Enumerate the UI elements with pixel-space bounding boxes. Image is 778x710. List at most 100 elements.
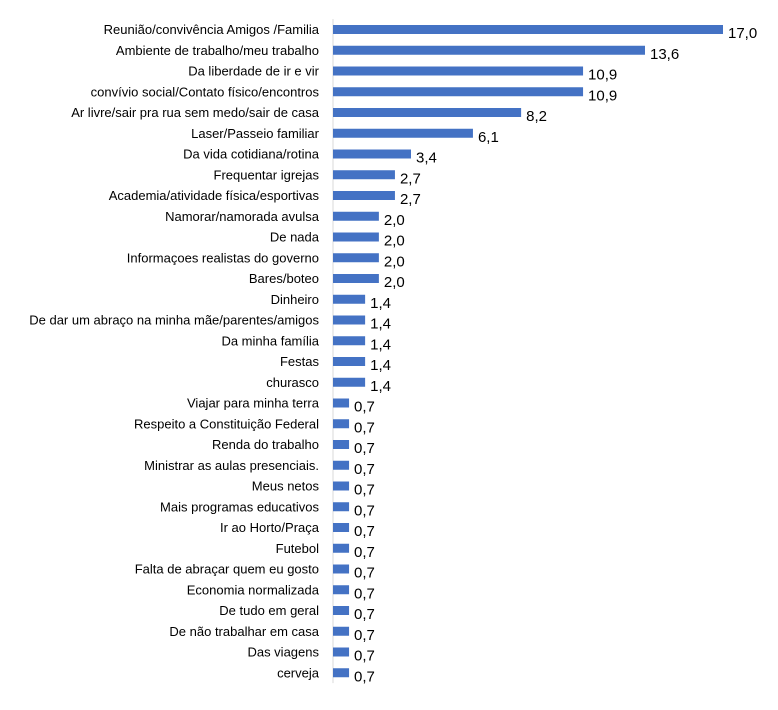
bar bbox=[333, 543, 350, 553]
value-label: 0,7 bbox=[354, 585, 375, 602]
bar bbox=[333, 149, 411, 159]
bar bbox=[333, 294, 366, 304]
bar bbox=[333, 523, 350, 532]
bar bbox=[333, 377, 366, 387]
bar bbox=[333, 211, 379, 221]
bar bbox=[333, 668, 350, 678]
category-label: De não trabalhar em casa bbox=[169, 624, 319, 639]
bar bbox=[333, 128, 473, 138]
category-label: Futebol bbox=[276, 541, 319, 556]
value-label: 0,7 bbox=[354, 482, 375, 499]
value-label: 0,7 bbox=[354, 419, 375, 436]
bar bbox=[333, 564, 350, 574]
bar bbox=[333, 315, 366, 325]
bar bbox=[333, 108, 522, 117]
bar bbox=[333, 45, 645, 55]
category-label: De nada bbox=[270, 230, 320, 245]
category-label: Ar livre/sair pra rua sem medo/sair de c… bbox=[71, 105, 320, 120]
category-label: Dinheiro bbox=[271, 292, 319, 307]
value-label: 0,7 bbox=[354, 627, 375, 644]
category-label: convívio social/Contato físico/encontros bbox=[91, 84, 320, 99]
category-label: churasco bbox=[266, 375, 319, 390]
value-label: 2,0 bbox=[384, 212, 405, 229]
bar bbox=[333, 481, 350, 491]
category-label: Ministrar as aulas presenciais. bbox=[144, 458, 319, 473]
value-label: 2,7 bbox=[400, 191, 421, 208]
category-label: Economia normalizada bbox=[187, 582, 320, 597]
value-label: 0,7 bbox=[354, 461, 375, 478]
bar bbox=[333, 398, 350, 408]
bar bbox=[333, 357, 366, 366]
value-label: 1,4 bbox=[370, 378, 391, 395]
bar bbox=[333, 440, 350, 449]
value-label: 1,4 bbox=[370, 295, 391, 312]
bar bbox=[333, 191, 395, 200]
bar bbox=[333, 460, 350, 470]
category-label: cerveja bbox=[277, 665, 320, 680]
value-label: 8,2 bbox=[526, 108, 547, 125]
value-labels: 17,0 13,6 10,9 10,9 8,2 6,1 3,4 2,7 2,7 2,0 2,0 2,0… bbox=[354, 25, 757, 685]
category-labels: Reunião/convivência Amigos /Familia Ambie… bbox=[29, 22, 320, 680]
bar bbox=[333, 606, 350, 615]
value-label: 0,7 bbox=[354, 668, 375, 685]
category-label: Respeito a Constituição Federal bbox=[134, 416, 319, 431]
bar bbox=[333, 585, 350, 595]
bar bbox=[333, 170, 395, 180]
bar bbox=[333, 87, 584, 97]
value-label: 0,7 bbox=[354, 648, 375, 665]
category-label: Bares/boteo bbox=[249, 271, 319, 286]
bar bbox=[333, 232, 379, 242]
category-label: De dar um abraço na minha mãe/parentes/a… bbox=[29, 313, 319, 328]
category-label: Laser/Passeio familiar bbox=[191, 126, 320, 141]
bar bbox=[333, 626, 350, 636]
category-label: Falta de abraçar quem eu gosto bbox=[135, 562, 319, 577]
value-label: 10,9 bbox=[588, 67, 617, 84]
value-label: 2,0 bbox=[384, 253, 405, 270]
value-label: 1,4 bbox=[370, 336, 391, 353]
value-label: 3,4 bbox=[416, 150, 437, 167]
value-label: 0,7 bbox=[354, 440, 375, 457]
value-label: 1,4 bbox=[370, 357, 391, 374]
category-label: Ambiente de trabalho/meu trabalho bbox=[116, 43, 319, 58]
bars bbox=[333, 25, 723, 678]
category-label: Frequentar igrejas bbox=[214, 167, 320, 182]
category-label: Meus netos bbox=[252, 479, 320, 494]
value-label: 2,7 bbox=[400, 170, 421, 187]
value-label: 2,0 bbox=[384, 233, 405, 250]
category-label: Academia/atividade física/esportivas bbox=[109, 188, 320, 203]
value-label: 2,0 bbox=[384, 274, 405, 291]
value-label: 10,9 bbox=[588, 87, 617, 104]
value-label: 1,4 bbox=[370, 316, 391, 333]
bar bbox=[333, 502, 350, 512]
value-label: 0,7 bbox=[354, 502, 375, 519]
value-label: 0,7 bbox=[354, 399, 375, 416]
category-label: Festas bbox=[280, 354, 320, 369]
category-label: De tudo em geral bbox=[219, 603, 319, 618]
bar bbox=[333, 647, 350, 657]
bar bbox=[333, 274, 379, 283]
bar bbox=[333, 253, 379, 263]
value-label: 6,1 bbox=[478, 129, 499, 146]
category-label: Viajar para minha terra bbox=[187, 396, 320, 411]
bar bbox=[333, 25, 723, 34]
category-label: Ir ao Horto/Praça bbox=[220, 520, 320, 535]
category-label: Da vida cotidiana/rotina bbox=[183, 147, 320, 162]
category-label: Das viagens bbox=[247, 645, 319, 660]
value-label: 0,7 bbox=[354, 523, 375, 540]
bar bbox=[333, 419, 350, 429]
value-label: 17,0 bbox=[728, 25, 757, 42]
bar bbox=[333, 336, 366, 346]
value-label: 0,7 bbox=[354, 606, 375, 623]
value-label: 13,6 bbox=[650, 46, 679, 63]
category-label: Renda do trabalho bbox=[212, 437, 319, 452]
category-label: Mais programas educativos bbox=[160, 499, 319, 514]
category-label: Namorar/namorada avulsa bbox=[165, 209, 320, 224]
bar bbox=[333, 66, 584, 76]
value-label: 0,7 bbox=[354, 544, 375, 561]
value-label: 0,7 bbox=[354, 565, 375, 582]
category-label: Da minha família bbox=[221, 333, 319, 348]
category-label: Da liberdade de ir e vir bbox=[188, 64, 319, 79]
category-label: Reunião/convivência Amigos /Familia bbox=[104, 22, 320, 37]
category-label: Informaçoes realistas do governo bbox=[127, 250, 319, 265]
